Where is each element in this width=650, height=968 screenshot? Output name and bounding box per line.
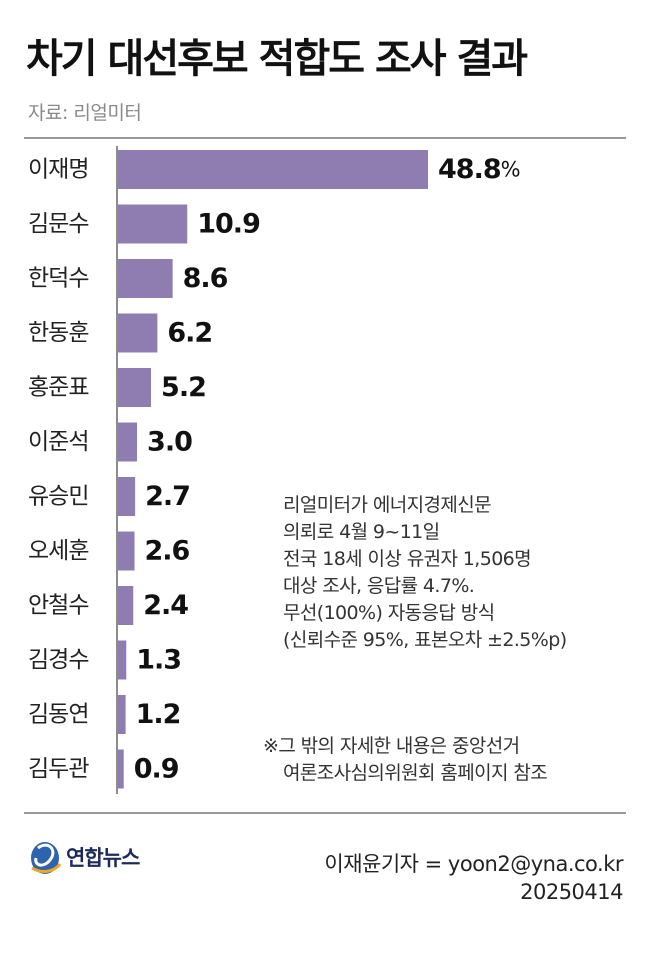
value-label: 2.6 bbox=[145, 536, 190, 567]
bar bbox=[118, 531, 135, 571]
survey-note-line: 리얼미터가 에너지경제신문 bbox=[283, 494, 492, 516]
bar-chart: 이재명 48.8% 김문수 10.9 한덕수 8.6 한동훈 6.2 홍준표 5.2 이준석 3.0 유… bbox=[28, 146, 521, 794]
page-title: 차기 대선후보 적합도 조사 결과 bbox=[26, 36, 528, 82]
category-label: 김동연 bbox=[28, 702, 88, 728]
bar bbox=[118, 695, 126, 734]
credit: 이재윤기자 = yoon2@yna.co.kr 20250414 bbox=[324, 850, 623, 906]
bar bbox=[118, 313, 158, 353]
category-label: 오세훈 bbox=[28, 538, 88, 564]
footnote-line: ※그 밖의 자세한 내용은 중앙선거 bbox=[263, 735, 520, 757]
value-label: 48.8% bbox=[438, 154, 520, 185]
survey-note-line: 무선(100%) 자동응답 방식 bbox=[283, 602, 495, 624]
value-label: 5.2 bbox=[161, 372, 206, 403]
bar bbox=[118, 150, 428, 189]
category-label: 이재명 bbox=[28, 157, 88, 183]
bar bbox=[118, 259, 173, 298]
unit-label: % bbox=[501, 158, 520, 182]
category-label: 한덕수 bbox=[28, 266, 88, 292]
bar bbox=[118, 368, 152, 407]
value-label: 1.3 bbox=[136, 645, 181, 676]
category-label: 안철수 bbox=[28, 593, 88, 619]
yonhap-logo-icon bbox=[31, 842, 62, 874]
category-label: 이준석 bbox=[28, 429, 88, 455]
bar bbox=[118, 640, 127, 680]
category-label: 유승민 bbox=[28, 484, 88, 510]
value-label: 2.7 bbox=[145, 481, 190, 512]
survey-note: 리얼미터가 에너지경제신문 의뢰로 4월 9~11일 전국 18세 이상 유권자… bbox=[283, 492, 567, 654]
value-label: 10.9 bbox=[197, 209, 260, 240]
bar bbox=[118, 204, 188, 244]
survey-note-line: 전국 18세 이상 유권자 1,506명 bbox=[283, 548, 532, 570]
category-label: 김문수 bbox=[28, 211, 88, 237]
reporter-credit: 이재윤기자 = yoon2@yna.co.kr bbox=[324, 852, 623, 876]
category-label: 김두관 bbox=[28, 756, 89, 782]
yonhap-logo: 연합뉴스 bbox=[28, 838, 140, 876]
footnote-line: 여론조사심의위원회 홈페이지 참조 bbox=[283, 762, 548, 784]
logo-text: 연합뉴스 bbox=[66, 846, 140, 870]
value-label: 2.4 bbox=[143, 590, 188, 621]
bar bbox=[118, 422, 138, 462]
value-label: 6.2 bbox=[167, 318, 212, 349]
value-label: 8.6 bbox=[183, 263, 228, 294]
value-label: 0.9 bbox=[134, 754, 179, 785]
value-label: 3.0 bbox=[147, 427, 192, 458]
bar bbox=[118, 477, 136, 516]
footnote: ※그 밖의 자세한 내용은 중앙선거 여론조사심의위원회 홈페이지 참조 bbox=[263, 733, 548, 787]
bar bbox=[118, 586, 134, 625]
bottom-divider bbox=[24, 812, 626, 814]
value-label: 1.2 bbox=[136, 699, 181, 730]
top-divider bbox=[24, 137, 626, 139]
bar bbox=[118, 749, 124, 789]
category-label: 한동훈 bbox=[28, 320, 88, 346]
survey-note-line: 의뢰로 4월 9~11일 bbox=[283, 521, 440, 543]
publish-date: 20250414 bbox=[520, 880, 623, 904]
category-label: 김경수 bbox=[28, 647, 88, 673]
survey-note-line: (신뢰수준 95%, 표본오차 ±2.5%p) bbox=[283, 629, 567, 651]
category-label: 홍준표 bbox=[28, 375, 88, 401]
source-label: 자료: 리얼미터 bbox=[28, 102, 142, 124]
survey-note-line: 대상 조사, 응답률 4.7%. bbox=[283, 575, 475, 597]
